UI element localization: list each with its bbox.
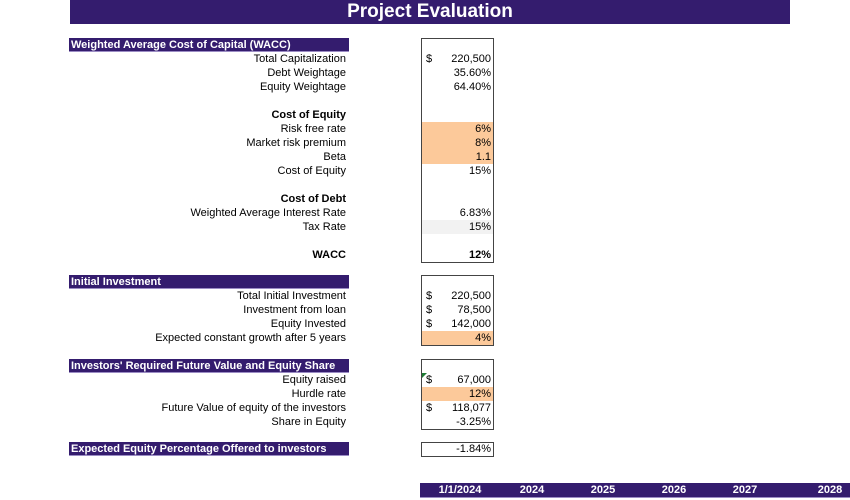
row-cost-of-debt-title: Cost of Debt (0, 192, 850, 206)
row-cost-of-equity-title: Cost of Equity (0, 108, 850, 122)
label: Market risk premium (246, 137, 346, 149)
expected-value-box (421, 442, 494, 457)
section-header-investors: Investors' Required Future Value and Equ… (69, 359, 349, 373)
page-title: Project Evaluation (70, 0, 790, 24)
value-cell[interactable]: 15% (468, 165, 491, 177)
value-cell[interactable]: $118,077 (422, 401, 493, 415)
label: Total Capitalization (253, 53, 346, 65)
label: Share in Equity (271, 416, 346, 428)
row-beta: Beta 1.1 (0, 150, 850, 164)
currency: $ (426, 318, 433, 330)
label: Cost of Equity (277, 165, 346, 177)
value-cell[interactable]: $78,500 (422, 303, 493, 317)
row-expected-equity: -1.84% (0, 442, 850, 456)
timeline-header-bar: 1/1/2024 2024 2025 2026 2027 2028 (420, 483, 850, 498)
timeline-col: 1/1/2024 (438, 484, 482, 496)
currency: $ (426, 402, 433, 414)
row-wacc: WACC 12% (0, 248, 850, 262)
label: WACC (312, 249, 346, 261)
label: Equity Invested (270, 318, 346, 330)
row-tax-rate: Tax Rate 15% (0, 220, 850, 234)
row-equity-raised: Equity raised $67,000 (0, 373, 850, 387)
input-cell[interactable]: 6% (422, 122, 493, 136)
value: 67,000 (457, 374, 491, 386)
label: Weighted Average Interest Rate (190, 207, 346, 219)
currency: $ (426, 290, 433, 302)
value-cell[interactable]: $67,000 (422, 373, 493, 387)
label: Debt Weightage (267, 67, 346, 79)
value-cell[interactable]: 12% (468, 249, 491, 261)
label: Risk free rate (280, 123, 346, 135)
value: 142,000 (451, 318, 491, 330)
value-cell[interactable]: $220,500 (422, 52, 493, 66)
timeline-col: 2028 (817, 484, 843, 496)
label: Equity Weightage (259, 81, 346, 93)
section-header-initial-investment: Initial Investment (69, 275, 349, 289)
row-total-initial-investment: Total Initial Investment $220,500 (0, 289, 850, 303)
row-weighted-avg-interest: Weighted Average Interest Rate 6.83% (0, 206, 850, 220)
subheading: Cost of Equity (271, 109, 346, 121)
input-cell[interactable]: 1.1 (422, 150, 493, 164)
section-header-expected-equity: Expected Equity Percentage Offered to in… (69, 442, 349, 456)
row-cost-of-equity: Cost of Equity 15% (0, 164, 850, 178)
timeline-col: 2026 (661, 484, 687, 496)
row-equity-weightage: Equity Weightage 64.40% (0, 80, 850, 94)
label: Equity raised (282, 374, 346, 386)
value: 220,500 (451, 290, 491, 302)
row-hurdle-rate: Hurdle rate 12% (0, 387, 850, 401)
row-share-in-equity: Share in Equity -3.25% (0, 415, 850, 429)
value: 118,077 (452, 402, 491, 414)
value: 78,500 (457, 304, 491, 316)
label: Expected constant growth after 5 years (155, 332, 346, 344)
value-cell[interactable]: -3.25% (456, 416, 491, 428)
row-investment-from-loan: Investment from loan $78,500 (0, 303, 850, 317)
currency: $ (426, 374, 433, 386)
timeline-col: 2024 (519, 484, 545, 496)
value: 220,500 (451, 53, 491, 65)
label: Tax Rate (302, 221, 346, 233)
timeline-col: 2025 (590, 484, 616, 496)
value-cell[interactable]: 35.60% (453, 67, 491, 79)
input-cell[interactable]: 8% (422, 136, 493, 150)
label: Hurdle rate (291, 388, 346, 400)
row-debt-weightage: Debt Weightage 35.60% (0, 66, 850, 80)
row-equity-invested: Equity Invested $142,000 (0, 317, 850, 331)
row-market-risk-premium: Market risk premium 8% (0, 136, 850, 150)
currency: $ (426, 53, 433, 65)
row-total-capitalization: Total Capitalization $220,500 (0, 52, 850, 66)
value-cell[interactable]: 64.40% (453, 81, 491, 93)
comment-indicator-icon (422, 373, 427, 378)
row-risk-free-rate: Risk free rate 6% (0, 122, 850, 136)
section-header-wacc: Weighted Average Cost of Capital (WACC) (69, 38, 349, 52)
label: Total Initial Investment (237, 290, 346, 302)
value-cell[interactable]: -1.84% (456, 443, 491, 455)
row-expected-growth: Expected constant growth after 5 years 4% (0, 331, 850, 345)
value-cell[interactable]: 15% (422, 220, 493, 234)
label: Beta (323, 151, 346, 163)
value-cell[interactable]: $220,500 (422, 289, 493, 303)
currency: $ (426, 304, 433, 316)
subheading: Cost of Debt (280, 193, 346, 205)
value-cell[interactable]: 6.83% (459, 207, 491, 219)
value-cell[interactable]: $142,000 (422, 317, 493, 331)
label: Future Value of equity of the investors (161, 402, 346, 414)
timeline-col: 2027 (732, 484, 758, 496)
input-cell[interactable]: 4% (422, 331, 493, 345)
row-future-value: Future Value of equity of the investors $… (0, 401, 850, 415)
label: Investment from loan (243, 304, 346, 316)
input-cell[interactable]: 12% (422, 387, 493, 401)
